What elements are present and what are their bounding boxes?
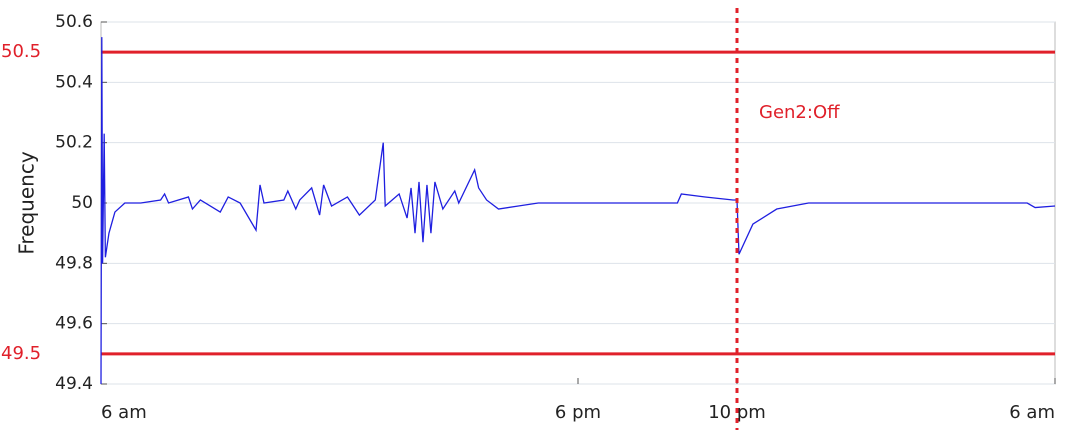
x-tick-label: 6 am (1009, 402, 1055, 423)
y-tick-label: 50.4 (55, 72, 93, 92)
y-tick-label: 49.4 (55, 374, 93, 394)
x-tick-label: 6 pm (555, 402, 601, 423)
reference-label: 49.5 (1, 343, 41, 364)
y-tick-label: 50.2 (55, 133, 93, 153)
reference-label: 50.5 (1, 41, 41, 62)
event-label: Gen2:Off (759, 102, 840, 123)
y-axis-label: Frequency (15, 151, 39, 254)
y-tick-label: 49.8 (55, 253, 93, 273)
y-tick-label: 49.6 (55, 314, 93, 334)
y-tick-label: 50.6 (55, 12, 93, 32)
x-tick-label: 6 am (101, 402, 147, 423)
series-line (100, 37, 1056, 385)
y-tick-label: 50 (71, 193, 93, 213)
